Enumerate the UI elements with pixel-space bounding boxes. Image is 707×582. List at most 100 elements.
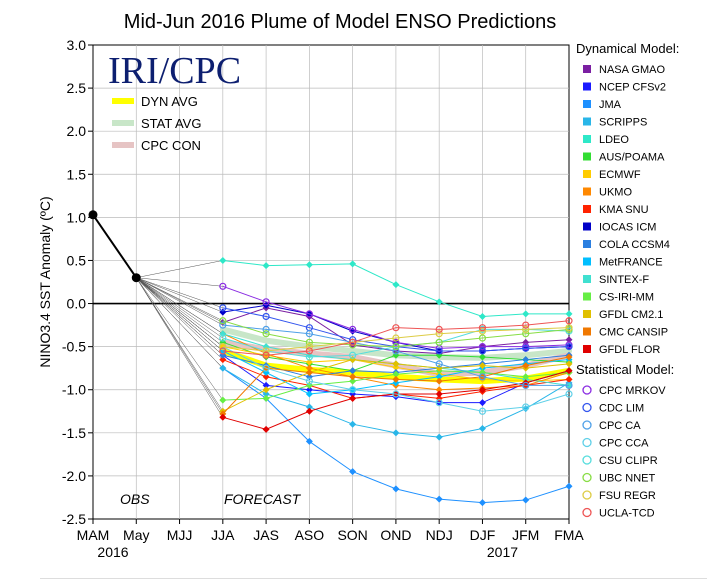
y-tick-label: 3.0 <box>67 37 87 53</box>
dynamical-legend-header: Dynamical Model: <box>576 41 679 56</box>
spread-line <box>136 277 223 313</box>
data-point <box>305 330 313 338</box>
dyn-legend-label: LDEO <box>599 134 629 146</box>
data-point <box>262 394 270 402</box>
stat-legend-label: CPC CCA <box>599 438 649 450</box>
data-point <box>565 381 573 390</box>
dyn-legend-label: CS-IRI-MM <box>599 292 654 304</box>
data-point <box>262 262 270 270</box>
data-point <box>565 353 573 361</box>
data-point <box>565 360 573 368</box>
y-tick-label: -2.5 <box>62 511 86 527</box>
data-point <box>349 468 357 476</box>
data-point <box>219 304 227 312</box>
data-point <box>262 312 270 321</box>
series-line <box>222 324 569 386</box>
stat-legend-label: UCLA-TCD <box>599 508 655 520</box>
data-point <box>305 390 313 398</box>
stat-legend-marker <box>582 437 592 448</box>
y-tick-label: -1.0 <box>62 382 86 398</box>
data-point <box>522 325 530 333</box>
dyn-legend-marker <box>583 82 591 91</box>
chart-title: Mid-Jun 2016 Plume of Model ENSO Predict… <box>124 11 556 33</box>
stat-legend-marker <box>582 490 592 500</box>
spread-line <box>136 277 223 369</box>
data-point <box>478 353 486 361</box>
data-point <box>262 351 270 359</box>
x-tick-label: ASO <box>295 527 325 543</box>
obs-label: OBS <box>120 491 150 507</box>
dyn-legend-marker <box>583 275 591 283</box>
x-tick-label: MAM <box>77 527 110 543</box>
data-point <box>305 377 313 385</box>
stat-legend-label: CDC LIM <box>599 403 644 415</box>
spread-line <box>136 277 223 347</box>
avg-legend-label: CPC CON <box>141 138 201 153</box>
stat-legend-marker <box>582 472 592 483</box>
data-point <box>522 330 530 338</box>
data-point <box>522 344 530 352</box>
data-point <box>219 356 227 364</box>
data-point <box>305 358 313 366</box>
data-point <box>349 327 357 335</box>
data-point <box>435 325 443 333</box>
avg-legend-label: DYN AVG <box>141 94 198 109</box>
dyn-legend-label: SINTEX-F <box>599 274 649 286</box>
data-point <box>219 413 227 421</box>
dyn-legend-label: AUS/POAMA <box>599 152 665 164</box>
data-point <box>349 394 357 402</box>
data-point <box>435 338 443 346</box>
data-point <box>522 362 530 370</box>
data-point <box>349 367 357 375</box>
y-tick-label: 0.5 <box>67 252 87 268</box>
data-point <box>435 330 443 338</box>
data-point <box>478 334 487 342</box>
data-point <box>262 347 270 355</box>
dyn-legend-marker <box>583 240 591 248</box>
dyn-legend-marker <box>583 310 591 318</box>
data-point <box>435 347 443 355</box>
data-point <box>478 324 487 332</box>
dyn-legend-marker <box>583 292 591 301</box>
obs-line <box>92 214 138 279</box>
data-point <box>349 338 357 346</box>
spread-line <box>136 277 223 326</box>
x-tick-label: SON <box>337 527 367 543</box>
average-legend: DYN AVG STAT AVG CPC CON <box>112 94 201 153</box>
data-point <box>392 338 400 346</box>
spread-line <box>136 277 223 356</box>
series-line <box>222 320 570 356</box>
dyn-legend-label: UKMO <box>599 187 632 199</box>
data-point <box>522 403 530 411</box>
spread-line <box>136 277 223 287</box>
dyn-legend-label: NCEP CFSv2 <box>599 82 666 94</box>
data-point <box>392 370 400 378</box>
obs-point <box>88 210 98 220</box>
spread-line <box>136 277 224 401</box>
x-tick-label: JFM <box>512 527 539 543</box>
y-tick-label: -0.5 <box>62 339 86 355</box>
data-point <box>349 260 357 268</box>
statistical-legend-header: Statistical Model: <box>576 362 674 377</box>
data-point <box>435 399 443 407</box>
data-point <box>478 425 486 433</box>
x-tick-label: DJF <box>470 527 496 543</box>
dyn-legend-marker <box>583 117 591 126</box>
dyn-legend-marker <box>583 65 591 73</box>
data-point <box>219 347 227 355</box>
x-axis-ticks: MAM May MJJ JJA JAS ASO SON OND NDJ DJF JFM FMA 2016… <box>77 519 584 560</box>
data-point <box>565 324 573 332</box>
data-point <box>305 364 313 372</box>
data-point <box>219 317 227 325</box>
data-point <box>262 373 270 381</box>
spread-line <box>136 277 223 339</box>
dyn-legend-label: COLA CCSM4 <box>599 239 670 251</box>
data-point <box>392 390 400 398</box>
data-point <box>349 351 357 359</box>
spread-line <box>136 277 223 360</box>
data-point <box>478 386 486 394</box>
stat-legend-marker <box>582 507 592 518</box>
dyn-legend-marker <box>583 222 591 231</box>
data-point <box>522 496 530 504</box>
x-tick-label: JJA <box>211 527 235 543</box>
